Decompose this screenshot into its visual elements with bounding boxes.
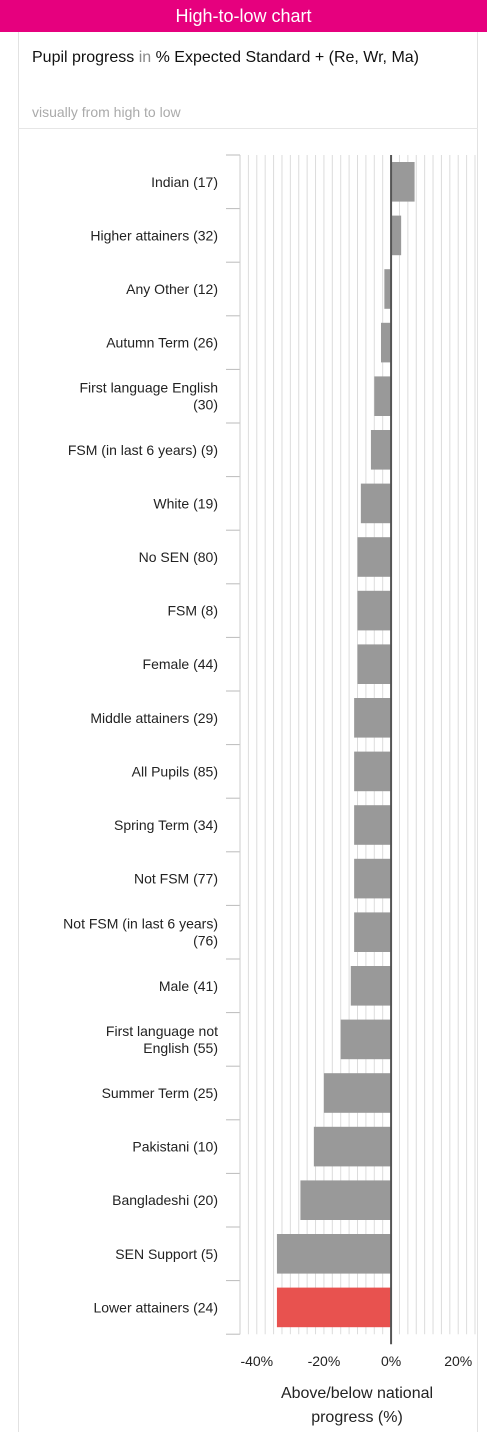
bar xyxy=(340,1019,392,1060)
category-label-line: Lower attainers (24) xyxy=(93,1299,218,1315)
category-label-line: Male (41) xyxy=(159,978,218,994)
x-axis-title: progress (%) xyxy=(311,1409,403,1426)
bar xyxy=(384,269,392,309)
chart-title: Pupil progress in % Expected Standard + … xyxy=(32,48,462,68)
bar xyxy=(300,1180,392,1220)
title-part3: % Expected Standard + (Re, Wr, Ma) xyxy=(155,49,419,66)
bar xyxy=(354,858,392,899)
chart-header: High-to-low chart xyxy=(0,0,487,32)
category-label: FSM (8) xyxy=(167,603,218,619)
bar xyxy=(391,162,415,202)
category-label-line: Not FSM (77) xyxy=(134,871,218,887)
category-label: No SEN (80) xyxy=(139,549,218,565)
category-label: First language English (30) xyxy=(79,380,218,413)
category-label-line: Middle attainers (29) xyxy=(90,710,218,726)
category-label-line: Female (44) xyxy=(143,656,218,672)
bar xyxy=(354,698,392,738)
category-label: FSM (in last 6 years) (9) xyxy=(68,442,218,458)
bar xyxy=(354,751,392,792)
bar xyxy=(357,590,392,631)
category-label: First language not English (55) xyxy=(106,1023,218,1056)
category-label-line: (76) xyxy=(193,933,218,949)
x-tick-label: -20% xyxy=(308,1353,341,1369)
category-label: Female (44) xyxy=(143,656,218,672)
bar xyxy=(360,483,392,524)
bar xyxy=(276,1234,392,1274)
category-label: Bangladeshi (20) xyxy=(112,1192,218,1208)
chart-subtitle: visually from high to low xyxy=(32,104,181,120)
category-label: Male (41) xyxy=(159,978,218,994)
category-label-line: First language English xyxy=(79,380,218,396)
chart-panel xyxy=(18,32,478,1432)
category-label: All Pupils (85) xyxy=(132,763,218,779)
category-label-line: Bangladeshi (20) xyxy=(112,1192,218,1208)
category-label-line: SEN Support (5) xyxy=(115,1246,218,1262)
category-label: Not FSM (77) xyxy=(134,871,218,887)
category-label-line: Indian (17) xyxy=(151,174,218,190)
x-tick-label: -40% xyxy=(240,1353,273,1369)
category-label-line: Pakistani (10) xyxy=(132,1139,218,1155)
bar xyxy=(313,1126,392,1167)
bar xyxy=(350,966,392,1006)
category-label-line: Summer Term (25) xyxy=(102,1085,218,1101)
header-title: High-to-low chart xyxy=(175,5,312,26)
title-part2: in xyxy=(134,49,156,66)
category-label: Any Other (12) xyxy=(126,281,218,297)
category-label-line: Autumn Term (26) xyxy=(106,335,218,351)
category-label: SEN Support (5) xyxy=(115,1246,218,1262)
category-label-line: Spring Term (34) xyxy=(114,817,218,833)
category-label: Lower attainers (24) xyxy=(93,1299,218,1315)
category-label: Not FSM (in last 6 years) (76) xyxy=(63,916,218,949)
category-label-line: (30) xyxy=(193,397,218,413)
category-label-line: English (55) xyxy=(143,1040,218,1056)
bar xyxy=(370,430,392,470)
bar xyxy=(357,644,392,684)
category-label-line: White (19) xyxy=(153,495,218,511)
bar xyxy=(374,376,392,416)
bar xyxy=(391,215,402,256)
category-label: Middle attainers (29) xyxy=(90,710,218,726)
category-label: Spring Term (34) xyxy=(114,817,218,833)
category-label-line: FSM (8) xyxy=(167,603,218,619)
category-label: Indian (17) xyxy=(151,174,218,190)
header-divider xyxy=(18,128,478,129)
x-axis-title: Above/below national xyxy=(281,1385,433,1402)
title-part1: Pupil progress xyxy=(32,49,135,66)
bar xyxy=(354,912,392,952)
bar xyxy=(357,537,392,577)
category-label-line: All Pupils (85) xyxy=(132,763,218,779)
category-label-line: No SEN (80) xyxy=(139,549,218,565)
category-label-line: First language not xyxy=(106,1023,218,1039)
bar xyxy=(381,322,392,363)
category-label-line: Not FSM (in last 6 years) xyxy=(63,916,218,932)
bar xyxy=(276,1287,392,1328)
x-tick-label: 20% xyxy=(444,1353,472,1369)
category-label: Autumn Term (26) xyxy=(106,335,218,351)
bar xyxy=(354,805,392,845)
category-label: Pakistani (10) xyxy=(132,1139,218,1155)
category-label: Higher attainers (32) xyxy=(90,227,218,243)
category-label-line: Higher attainers (32) xyxy=(90,227,218,243)
x-tick-label: 0% xyxy=(381,1353,401,1369)
bar xyxy=(323,1073,392,1113)
category-label: White (19) xyxy=(153,495,218,511)
category-label-line: Any Other (12) xyxy=(126,281,218,297)
category-label: Summer Term (25) xyxy=(102,1085,218,1101)
category-label-line: FSM (in last 6 years) (9) xyxy=(68,442,218,458)
